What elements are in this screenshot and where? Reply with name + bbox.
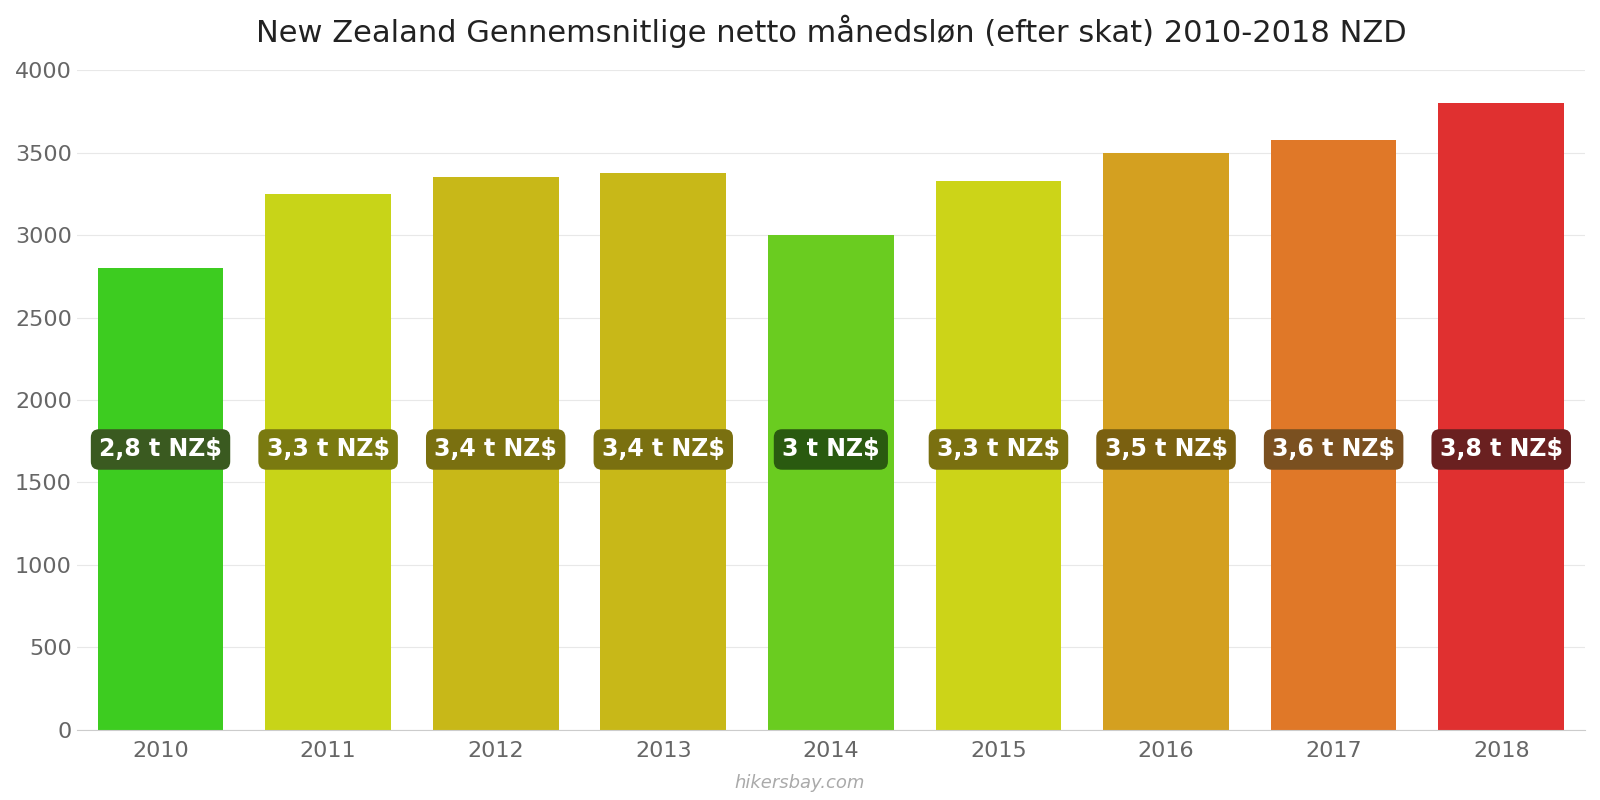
Text: 2,8 t NZ$: 2,8 t NZ$ [99,438,222,462]
Bar [1102,153,1229,730]
Bar [936,182,1061,730]
Text: 3,5 t NZ$: 3,5 t NZ$ [1104,438,1227,462]
Text: 3,4 t NZ$: 3,4 t NZ$ [434,438,557,462]
Bar [1270,140,1397,730]
Text: 3,3 t NZ$: 3,3 t NZ$ [267,438,390,462]
Bar [600,173,726,730]
Text: 3,6 t NZ$: 3,6 t NZ$ [1272,438,1395,462]
Bar [434,178,558,730]
Text: 3,8 t NZ$: 3,8 t NZ$ [1440,438,1563,462]
Text: 3,4 t NZ$: 3,4 t NZ$ [602,438,725,462]
Bar [768,235,894,730]
Text: hikersbay.com: hikersbay.com [734,774,866,792]
Bar [1438,103,1565,730]
Title: New Zealand Gennemsnitlige netto månedsløn (efter skat) 2010-2018 NZD: New Zealand Gennemsnitlige netto månedsl… [256,15,1406,48]
Text: 3,3 t NZ$: 3,3 t NZ$ [938,438,1059,462]
Text: 3 t NZ$: 3 t NZ$ [782,438,880,462]
Bar [266,194,390,730]
Bar [98,268,224,730]
